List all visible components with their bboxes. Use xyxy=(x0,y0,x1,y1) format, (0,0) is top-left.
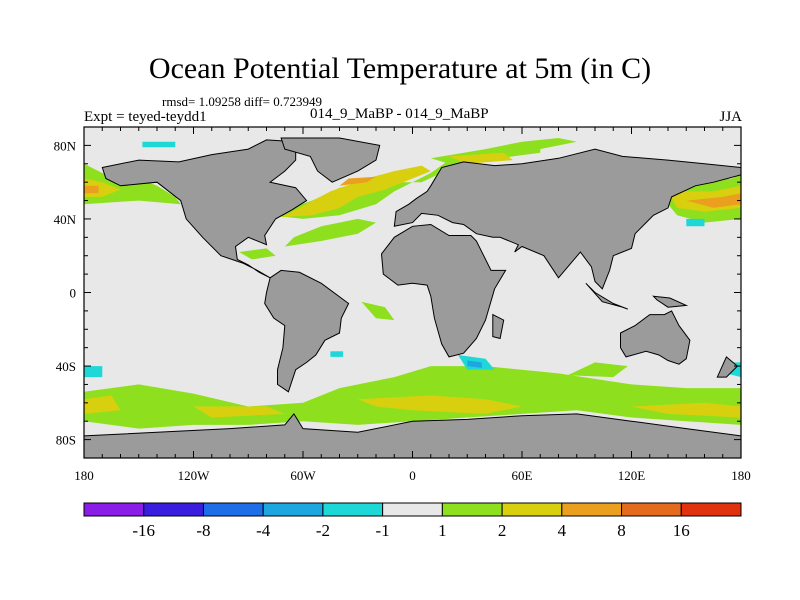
stats-text: rmsd= 1.09258 diff= 0.723949 xyxy=(162,94,322,109)
lon-tick-label-2: 60W xyxy=(290,468,316,483)
lon-tick-label-0: 180 xyxy=(74,468,94,483)
colorbar-label-2: -4 xyxy=(256,521,271,540)
colorbar-box-7 xyxy=(501,502,563,517)
colorbar-box-1 xyxy=(143,502,204,517)
anomaly-region-23 xyxy=(142,141,176,148)
subtitle-label: 014_9_MaBP - 014_9_MaBP xyxy=(310,106,489,122)
colorbar-label-4: -1 xyxy=(376,521,390,540)
land-antarctica xyxy=(84,413,741,458)
anomaly-region-24 xyxy=(361,301,395,321)
colorbar-box-8 xyxy=(561,502,623,517)
colorbar-label-3: -2 xyxy=(316,521,330,540)
lat-tick-label-3: 40S xyxy=(56,359,76,374)
colorbar-box-0 xyxy=(83,502,145,517)
land-north-america xyxy=(101,139,308,279)
land-indonesia xyxy=(585,282,628,310)
map-axes: 180 120W 60W 0 60E 120E 180 80N 40N 0 40S 80S xyxy=(54,126,751,483)
anomaly-region-16 xyxy=(284,218,376,247)
colorbar-label-1: -8 xyxy=(196,521,210,540)
colorbar-box-5 xyxy=(382,502,443,517)
colorbar-box-10 xyxy=(680,502,742,517)
anomaly-region-1 xyxy=(84,395,121,414)
anomaly-region-25 xyxy=(239,248,276,260)
anomaly-region-12 xyxy=(84,185,99,194)
land-greenland xyxy=(280,137,381,183)
land-madagascar xyxy=(492,313,505,340)
anomaly-region-9 xyxy=(84,366,103,378)
anomaly-region-22 xyxy=(686,218,705,227)
plot-title: Ocean Potential Temperature at 5m (in C) xyxy=(148,52,652,85)
lon-tick-label-4: 60E xyxy=(512,468,533,483)
season-label: JJA xyxy=(719,109,742,125)
colorbar-box-9 xyxy=(621,502,682,517)
anomaly-region-3 xyxy=(357,395,522,414)
colorbar-label-7: 4 xyxy=(558,521,567,540)
lon-tick-label-5: 120E xyxy=(618,468,646,483)
anomaly-region-7 xyxy=(330,351,344,357)
lat-tick-label-2: 0 xyxy=(70,286,77,301)
anomaly-region-14 xyxy=(281,165,431,218)
colorbar-label-0: -16 xyxy=(132,521,155,540)
colorbar-label-6: 2 xyxy=(498,521,507,540)
lat-tick-label-1: 40N xyxy=(54,212,77,227)
anomaly-region-21 xyxy=(686,193,741,208)
anomaly-region-6 xyxy=(467,360,482,368)
land-eurasia xyxy=(393,148,741,290)
lat-tick-label-4: 80S xyxy=(56,433,76,448)
lon-tick-label-3: 0 xyxy=(409,468,416,483)
colorbar: -16 -8 -4 -2 -1 1 2 4 8 16 xyxy=(83,502,742,540)
map-plot-area xyxy=(84,127,741,458)
colorbar-label-8: 8 xyxy=(617,521,626,540)
lon-tick-label-6: 180 xyxy=(731,468,751,483)
land-south-america xyxy=(264,269,350,393)
colorbar-box-4 xyxy=(322,502,384,517)
colorbar-box-2 xyxy=(202,502,264,517)
colorbar-label-5: 1 xyxy=(438,521,447,540)
anomaly-region-26 xyxy=(567,362,628,378)
anomaly-region-15 xyxy=(339,176,376,186)
land-new-zealand xyxy=(716,356,739,378)
colorbar-label-9: 16 xyxy=(673,521,690,540)
colorbar-box-3 xyxy=(262,502,324,517)
anomaly-region-18 xyxy=(449,152,513,164)
anomaly-region-4 xyxy=(631,402,741,418)
lat-tick-label-0: 80N xyxy=(54,138,77,153)
experiment-label: Expt = teyed-teydd1 xyxy=(84,109,207,125)
land-africa xyxy=(380,223,507,358)
anomaly-region-2 xyxy=(193,406,285,418)
lon-tick-label-1: 120W xyxy=(178,468,211,483)
land-new-guinea xyxy=(652,295,689,308)
land-australia xyxy=(620,310,691,365)
colorbar-box-6 xyxy=(441,502,503,517)
